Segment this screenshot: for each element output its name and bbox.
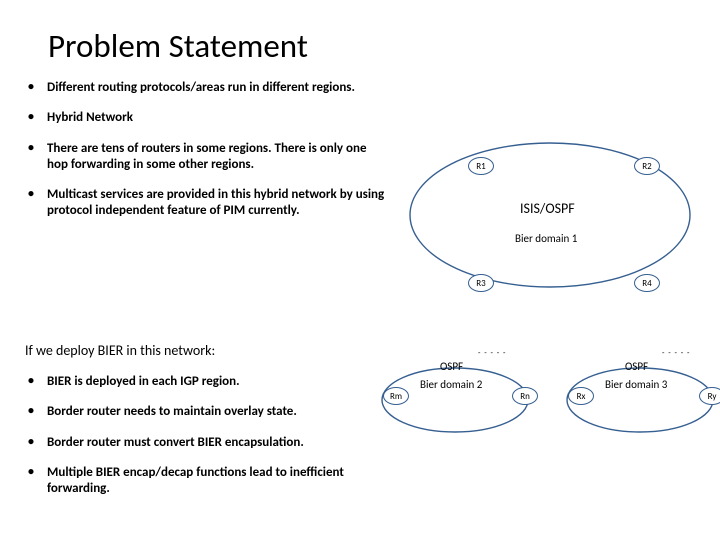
diagram-label: Bier domain 3 xyxy=(605,378,667,391)
router-node-r4: R4 xyxy=(634,274,660,292)
sub-heading: If we deploy BIER in this network: xyxy=(25,342,215,359)
router-node-r2: R2 xyxy=(634,157,660,175)
diagram-label: OSPF xyxy=(440,360,463,373)
bullet-item: Multiple BIER encap/decap functions lead… xyxy=(25,465,375,498)
diagram-svg xyxy=(380,100,720,460)
router-node-rx: Rx xyxy=(568,387,594,405)
page-title: Problem Statement xyxy=(48,26,308,66)
dotted-connector: - - - - - xyxy=(478,348,506,358)
network-diagram: R1 R2 R3 R4 Rm Rn Rx Ry ISIS/OSPF Bier domain 1 OS… xyxy=(380,100,720,480)
bullet-item: Border router must convert BIER encapsul… xyxy=(25,435,375,451)
router-node-r3: R3 xyxy=(468,274,494,292)
bullet-item: Different routing protocols/areas run in… xyxy=(25,80,390,96)
router-node-ry: Ry xyxy=(699,387,720,405)
dotted-connector: - - - - - xyxy=(662,348,690,358)
bullet-item: Multicast services are provided in this … xyxy=(25,187,390,220)
bullet-item: There are tens of routers in some region… xyxy=(25,141,390,174)
diagram-label: OSPF xyxy=(625,360,648,373)
router-node-r1: R1 xyxy=(468,157,494,175)
bullet-list-bottom: BIER is deployed in each IGP region. Bor… xyxy=(25,374,375,511)
bullet-item: BIER is deployed in each IGP region. xyxy=(25,374,375,390)
bullet-item: Border router needs to maintain overlay … xyxy=(25,404,375,420)
diagram-label: ISIS/OSPF xyxy=(520,200,575,217)
diagram-label: Bier domain 2 xyxy=(420,378,482,391)
bullet-list-top: Different routing protocols/areas run in… xyxy=(25,80,390,234)
bullet-item: Hybrid Network xyxy=(25,110,390,126)
router-node-rm: Rm xyxy=(383,387,409,405)
router-node-rn: Rn xyxy=(512,387,538,405)
diagram-label: Bier domain 1 xyxy=(515,232,577,245)
